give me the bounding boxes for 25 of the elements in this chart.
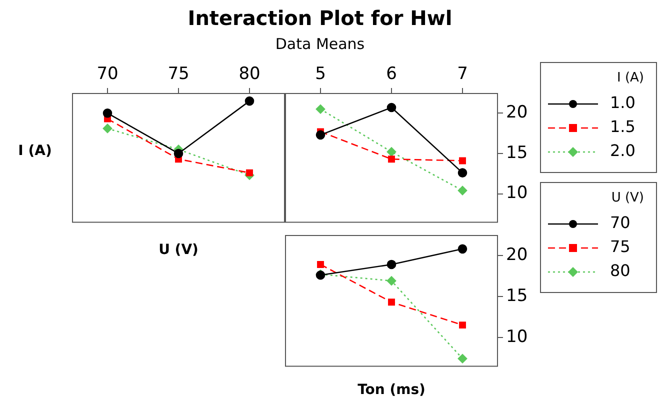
y-tick-label: 20	[506, 244, 528, 265]
legend-label: 1.5	[610, 117, 636, 136]
legend-title: I (A)	[616, 70, 644, 86]
x-axis-title: U (V)	[158, 242, 200, 258]
legend-label: 70	[610, 213, 630, 232]
legend-label: 2.0	[610, 141, 636, 160]
legend-label: 1.0	[610, 93, 636, 112]
y-tick-label: 10	[506, 326, 528, 347]
y-tick-label: 15	[506, 142, 528, 163]
x-tick-label: 75	[168, 64, 190, 84]
x-tick-label: 7	[457, 64, 468, 84]
chart-title: Interaction Plot for Hwl	[186, 6, 454, 30]
y-tick-label: 15	[506, 286, 528, 306]
chart-subtitle: Data Means	[274, 35, 366, 53]
x-tick-label: 70	[96, 64, 118, 84]
y-axis-title: I (A)	[17, 142, 53, 158]
x-tick-label: 80	[238, 64, 260, 84]
legend-label: 75	[610, 237, 630, 256]
y-tick-label: 20	[506, 102, 528, 123]
x-tick-label: 6	[386, 64, 397, 84]
x-tick-label: 5	[315, 64, 326, 84]
y-tick-label: 10	[506, 183, 528, 204]
x-axis-title: Ton (ms)	[356, 382, 426, 398]
legend-label: 80	[610, 261, 630, 280]
legend-title: U (V)	[611, 190, 644, 206]
